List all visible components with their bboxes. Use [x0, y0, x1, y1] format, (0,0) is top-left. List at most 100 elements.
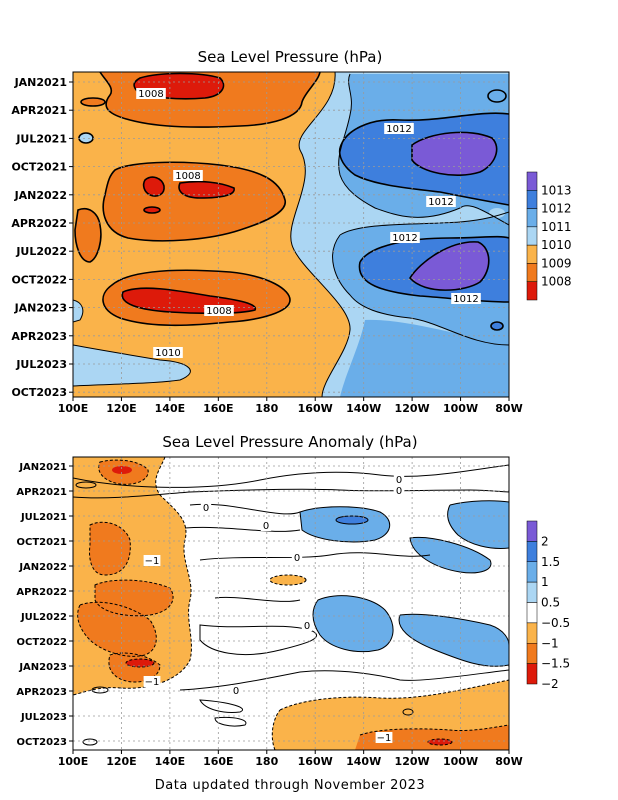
bottom-contour-label: −1: [145, 556, 160, 567]
top-y-tick-label: JAN2022: [14, 189, 67, 202]
bottom-contour-label: 0: [396, 475, 402, 486]
bottom-region-pos05-d: [313, 595, 394, 652]
top-colorbar-swatch: [526, 208, 538, 228]
top-contour-label: 1012: [453, 294, 478, 305]
top-colorbar-swatch: [526, 226, 538, 246]
top-y-tick-label: OCT2022: [11, 273, 67, 286]
top-y-tick-label: APR2023: [11, 330, 67, 343]
bottom-y-tick-label: OCT2023: [17, 737, 68, 748]
top-blob-6: [489, 208, 505, 218]
top-contour-label: 1010: [155, 348, 180, 359]
top-region-1008-c: [179, 181, 235, 198]
bottom-colorbar-label: −1.5: [541, 657, 570, 671]
bottom-contour-label: 0: [304, 621, 310, 632]
top-field: [73, 72, 509, 397]
bottom-colorbar-swatch: [526, 541, 538, 562]
bottom-chart-title: Sea Level Pressure Anomaly (hPa): [162, 433, 417, 451]
top-y-tick-label: APR2022: [11, 217, 67, 230]
bottom-colorbar-label: −0.5: [541, 616, 570, 630]
top-colorbar-label: 1013: [541, 183, 572, 197]
top-region-1010-sw: [73, 345, 191, 386]
bottom-colorbar-label: 0.5: [541, 596, 560, 610]
top-blob-1: [81, 98, 105, 106]
bottom-region-neg15-a: [126, 659, 154, 667]
bottom-contour-label-bg: [200, 502, 212, 513]
bottom-x-tick-label: 120E: [106, 755, 136, 768]
bottom-colorbar-swatch: [526, 622, 538, 644]
top-y-tick-label: JUL2021: [15, 132, 67, 145]
top-contour-label-bg: [153, 347, 183, 358]
top-y-tick-label: JAN2021: [14, 76, 67, 89]
top-x-tick-label: 80W: [495, 402, 522, 415]
top-blob-7: [491, 322, 503, 330]
bottom-contour-label: 0: [233, 686, 239, 697]
bottom-colorbar-label: 1.5: [541, 555, 560, 569]
top-grid: [73, 72, 509, 397]
top-chart-title: Sea Level Pressure (hPa): [198, 48, 383, 66]
bottom-region-neg1-b: [89, 522, 131, 575]
bottom-region-neg15-b: [112, 466, 132, 474]
bottom-colorbar-swatch: [526, 581, 538, 603]
bottom-x-tick-label: 140E: [155, 755, 185, 768]
bottom-x-tick-label: 180: [255, 755, 278, 768]
bottom-x-tick-label: 100W: [443, 755, 478, 768]
top-contour-labels: 1008 1012 1008 1012 1012 1012 1008 1010: [136, 88, 481, 359]
bottom-contour-label-bg: [375, 732, 393, 743]
top-x-ticks: 100E 120E 140E 160E 180 160W 140W 120W 100W 80W: [58, 397, 523, 415]
top-contour-label: 1008: [175, 171, 200, 182]
bottom-region-neg05-mid: [270, 575, 306, 585]
bottom-region-pos05-b: [447, 500, 509, 549]
bottom-y-tick-label: JAN2021: [18, 462, 67, 473]
bottom-contour-label-bg: [230, 685, 242, 696]
bottom-y-tick-label: APR2022: [16, 587, 67, 598]
bottom-colorbar-swatch: [526, 643, 538, 664]
top-blob-3: [79, 133, 93, 143]
top-colorbar-label: 1012: [541, 202, 572, 216]
bottom-colorbar-label: −1: [541, 636, 559, 650]
top-y-tick-label: OCT2023: [11, 386, 67, 399]
bottom-y-tick-label: JAN2023: [18, 662, 67, 673]
top-contour-label: 1008: [138, 89, 163, 100]
top-contour-label-bg: [173, 170, 203, 181]
top-colorbar-label: 1010: [541, 238, 572, 252]
bottom-colorbar-label: 1: [541, 575, 549, 589]
top-x-tick-label: 100E: [58, 402, 88, 415]
top-y-tick-label: APR2021: [11, 104, 67, 117]
top-blob-5: [488, 90, 506, 102]
bottom-x-ticks: 100E 120E 140E 160E 180 160W 140W 120W 100W 80W: [58, 750, 523, 768]
bottom-y-tick-label: JAN2022: [18, 562, 67, 573]
top-x-tick-label: 120E: [106, 402, 136, 415]
top-x-tick-label: 160W: [298, 402, 333, 415]
top-x-tick-label: 160E: [203, 402, 233, 415]
bottom-field: [73, 457, 509, 750]
bottom-contours-dashed: [73, 457, 509, 750]
top-contour-label-bg: [390, 232, 420, 243]
top-x-tick-label: 100W: [443, 402, 478, 415]
bottom-contour-label: 0: [203, 503, 209, 514]
bottom-y-tick-label: JUL2023: [20, 712, 67, 723]
top-colorbar-label: 1008: [541, 275, 572, 289]
bottom-contour-label: 0: [396, 486, 402, 497]
bottom-contour-label: −1: [145, 677, 160, 688]
bottom-x-tick-label: 140W: [346, 755, 381, 768]
bottom-x-tick-label: 160W: [298, 755, 333, 768]
top-x-tick-label: 140W: [346, 402, 381, 415]
top-region-1013-a: [412, 132, 497, 176]
top-blob-2: [144, 207, 160, 213]
top-contours: [74, 72, 509, 331]
top-x-tick-label: 140E: [155, 402, 185, 415]
top-contour-label-bg: [451, 293, 481, 304]
bottom-y-tick-label: JUL2022: [20, 612, 67, 623]
top-contour-label: 1012: [392, 233, 417, 244]
bottom-contour-label-bg: [143, 676, 161, 687]
bottom-contour-label-bg: [291, 552, 303, 563]
bottom-x-tick-label: 160E: [203, 755, 233, 768]
bottom-y-tick-label: APR2023: [16, 687, 67, 698]
bottom-grid: [73, 457, 509, 750]
top-contour-label-bg: [384, 123, 414, 134]
bottom-colorbar-swatch: [526, 520, 538, 542]
bottom-y-tick-label: APR2021: [16, 487, 67, 498]
top-colorbar-swatch: [526, 281, 538, 301]
